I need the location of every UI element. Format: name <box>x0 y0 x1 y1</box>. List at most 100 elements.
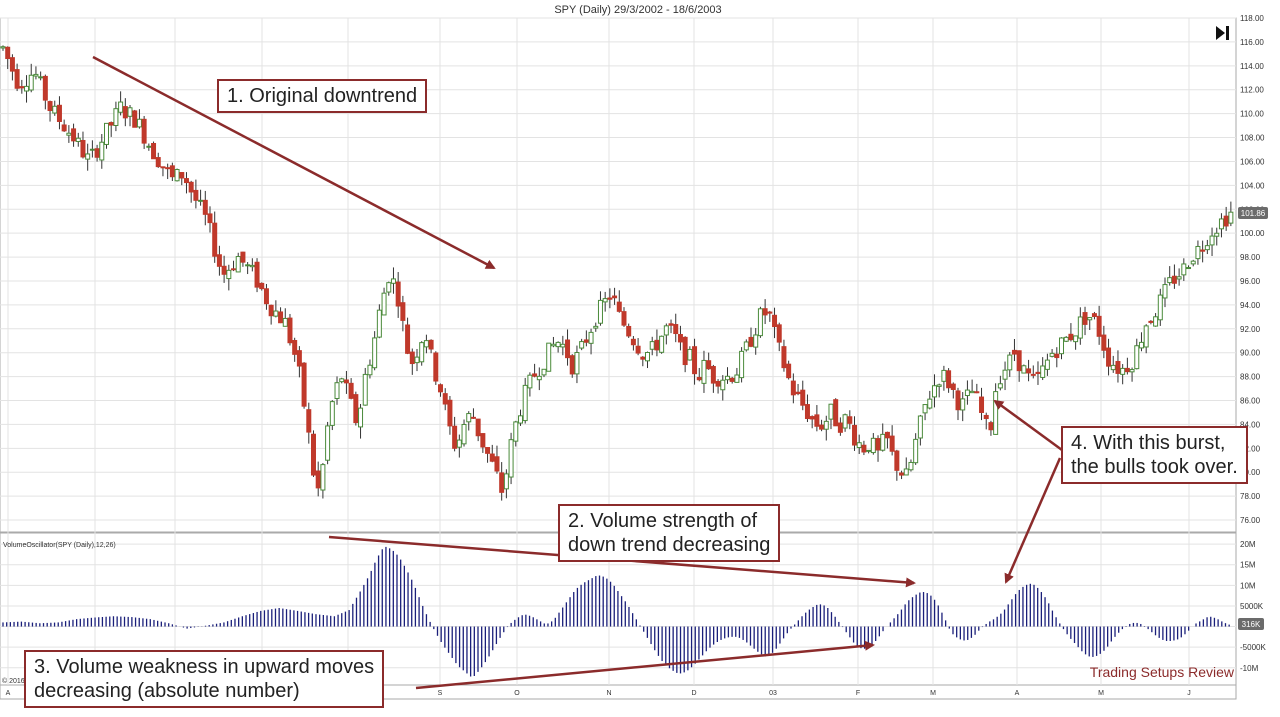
candle-down <box>979 396 985 413</box>
candle-up <box>103 122 109 145</box>
candle-down <box>974 391 980 394</box>
candle-down <box>668 323 674 326</box>
candle-down <box>532 373 538 377</box>
candle-down <box>1030 373 1036 376</box>
candle-down <box>1082 312 1088 325</box>
candle-down <box>767 311 773 314</box>
volume-weakness-arrow <box>415 640 875 690</box>
candle-up <box>127 107 133 117</box>
candle-down <box>1016 350 1022 372</box>
candle-up <box>198 199 204 202</box>
candle-down <box>315 470 321 489</box>
candle-up <box>376 309 382 338</box>
candle-up <box>555 341 561 348</box>
candle-down <box>715 380 721 387</box>
candle-down <box>447 399 453 427</box>
candle-down <box>1011 349 1017 355</box>
x-tick-label: A <box>6 690 11 697</box>
candle-up <box>1218 218 1224 230</box>
candle-up <box>75 137 81 142</box>
candle-down <box>955 390 961 411</box>
candle-down <box>193 189 199 201</box>
candle-up <box>1044 359 1050 370</box>
candle-up <box>334 382 340 399</box>
candle-down <box>353 394 359 424</box>
candle-down <box>292 340 298 355</box>
candle-up <box>1129 369 1135 373</box>
candle-down <box>1171 275 1177 284</box>
candle-up <box>1190 260 1196 265</box>
annotation-3-line2: decreasing (absolute number) <box>34 680 300 702</box>
candle-down <box>310 433 316 476</box>
candle-up <box>28 74 34 91</box>
skip-to-end-icon[interactable] <box>1216 26 1229 40</box>
candle-down <box>786 363 792 379</box>
candle-down <box>988 422 994 431</box>
candle-down <box>207 213 213 224</box>
candle-down <box>983 414 989 420</box>
candle-down <box>894 450 900 471</box>
candle-down <box>278 311 284 324</box>
candle-up <box>1040 365 1046 378</box>
candle-up <box>527 374 533 389</box>
candle-up <box>1087 317 1093 321</box>
candle-up <box>1063 336 1069 342</box>
candle-up <box>1195 245 1201 260</box>
candle-down <box>263 288 269 305</box>
candle-down <box>875 438 881 451</box>
candle-up <box>823 420 829 430</box>
y-tick-label: 94.00 <box>1240 301 1261 310</box>
annotation-2: 2. Volume strength of down trend decreas… <box>558 504 781 562</box>
candle-down <box>692 346 698 375</box>
candle-down <box>889 435 895 452</box>
candle-up <box>922 404 928 414</box>
candle-up <box>1073 335 1079 343</box>
burst-arrow-up <box>993 399 1063 452</box>
candle-up <box>66 132 72 136</box>
candle-up <box>743 341 749 351</box>
candles <box>0 45 1234 501</box>
candle-up <box>517 415 523 424</box>
candle-up <box>645 351 651 362</box>
candle-down <box>442 393 448 405</box>
y-tick-label: 90.00 <box>1240 349 1261 358</box>
y-tick-label: 80.00 <box>1240 468 1261 477</box>
candle-up <box>38 76 44 79</box>
candle-down <box>762 308 768 316</box>
candle-up <box>960 398 966 411</box>
candle-down <box>485 447 491 454</box>
candle-up <box>903 468 909 476</box>
candle-down <box>819 424 825 430</box>
candle-down <box>1068 333 1074 341</box>
candle-down <box>400 302 406 321</box>
candle-down <box>795 391 801 395</box>
candle-up <box>386 282 392 293</box>
candle-down <box>188 181 194 193</box>
candle-up <box>720 379 726 391</box>
candle-up <box>1021 365 1027 374</box>
y-tick-label: 112.00 <box>1240 86 1264 95</box>
candle-down <box>108 122 114 126</box>
candle-up <box>1181 263 1187 276</box>
last-osc-label: 316K <box>1242 620 1261 629</box>
candle-up <box>1204 245 1210 251</box>
candle-up <box>226 269 232 280</box>
candle-down <box>800 389 806 406</box>
candle-up <box>113 108 119 126</box>
candle-up <box>339 378 345 383</box>
candle-down <box>287 317 293 344</box>
candle-down <box>1026 368 1032 374</box>
candle-down <box>861 444 867 453</box>
candle-up <box>1059 337 1065 355</box>
candle-up <box>174 169 180 182</box>
candle-up <box>358 407 364 428</box>
candle-down <box>141 118 147 144</box>
chart-title: SPY (Daily) 29/3/2002 - 18/6/2003 <box>554 4 721 16</box>
candle-down <box>1091 313 1097 317</box>
candle-down <box>804 404 810 420</box>
candle-down <box>452 425 458 449</box>
y-tick-label: 78.00 <box>1240 492 1261 501</box>
candle-down <box>409 351 415 365</box>
candle-up <box>273 310 279 317</box>
candle-up <box>602 298 608 303</box>
